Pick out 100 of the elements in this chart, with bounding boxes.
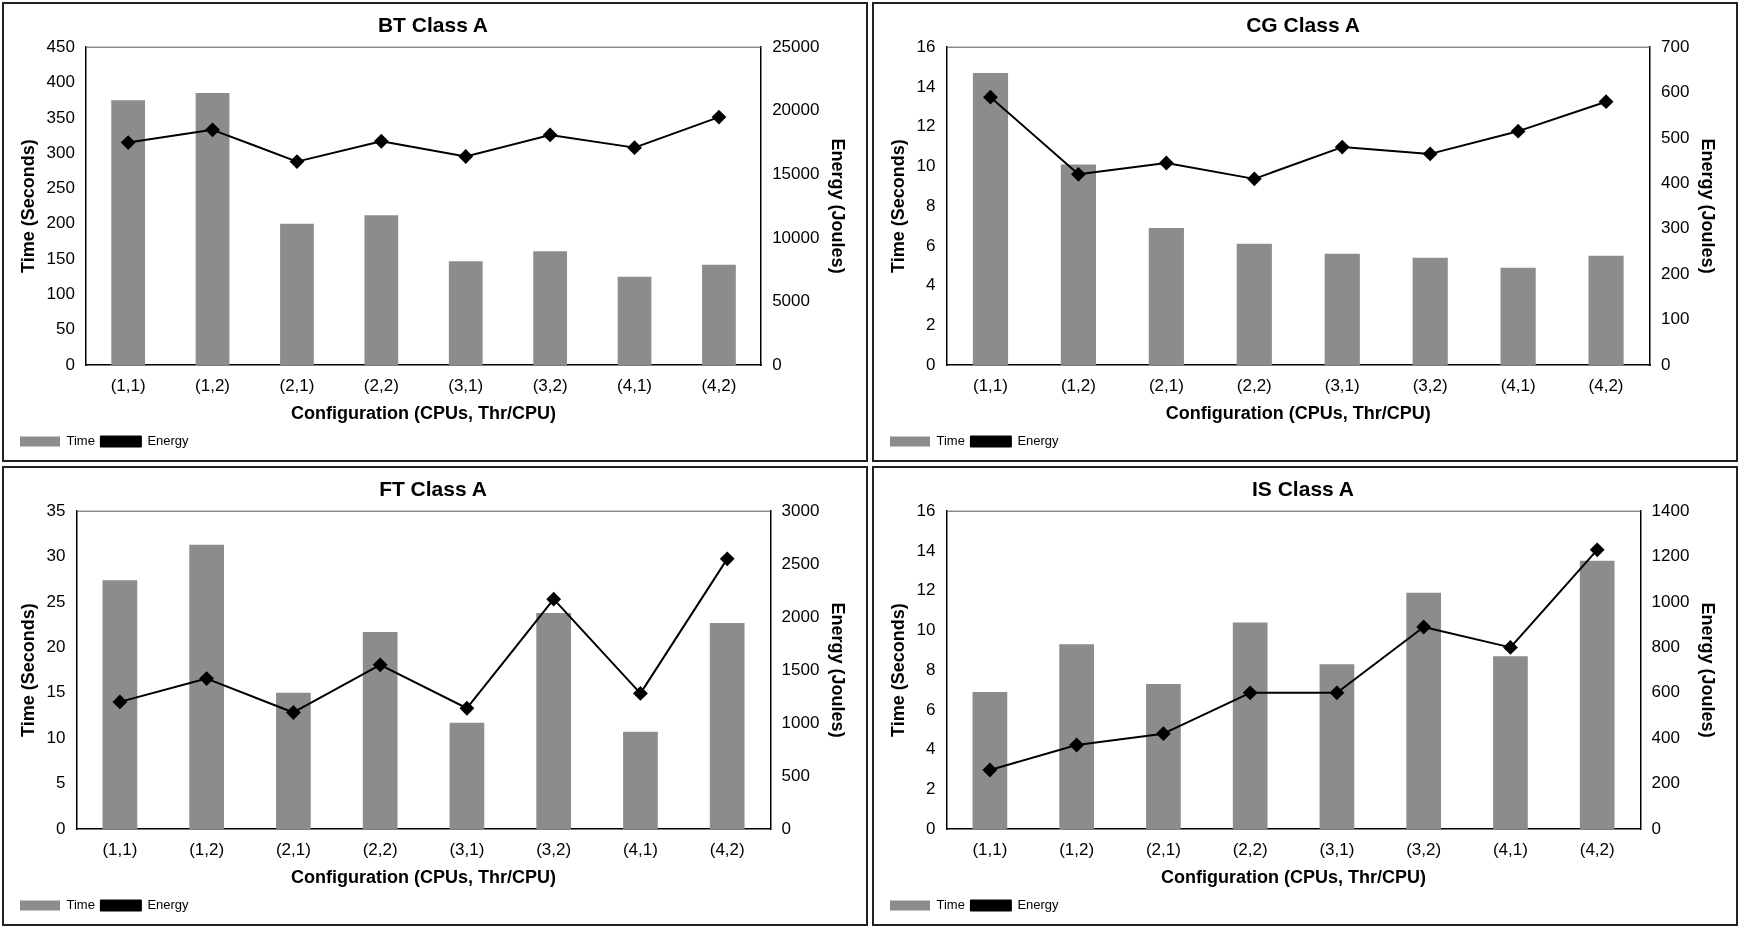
y2-tick-label: 1200	[1651, 546, 1690, 566]
point	[546, 592, 561, 607]
bar	[102, 580, 138, 829]
legend-label: Energy	[147, 433, 190, 449]
y2-tick-label: 700	[1661, 36, 1690, 56]
y2-tick-label: 400	[1661, 173, 1690, 193]
x-tick-label: (1,1)	[102, 839, 138, 859]
point	[711, 110, 726, 125]
bar	[189, 544, 224, 829]
y2-tick-label: 3000	[781, 500, 820, 520]
y-tick-label: 0	[56, 818, 66, 838]
y-tick-label: 250	[46, 178, 75, 198]
y-tick-label: 8	[926, 195, 936, 215]
x-tick-label: (2,1)	[275, 839, 311, 859]
x-tick-label: (3,2)	[536, 839, 572, 859]
point	[112, 694, 127, 709]
point	[1329, 685, 1344, 700]
bar	[362, 631, 398, 829]
point	[1590, 542, 1605, 557]
y-tick-label: 10	[46, 727, 66, 747]
y2-tick-label: 100	[1661, 309, 1690, 329]
x-tick-label: (2,2)	[363, 375, 399, 395]
bar	[449, 722, 485, 829]
y2-tick-label: 400	[1651, 727, 1680, 747]
bar	[111, 100, 146, 365]
y-tick-label: 150	[46, 248, 75, 268]
y2-tick-label: 0	[772, 354, 782, 374]
y2-tick-label: 1500	[781, 659, 820, 679]
y2-tick-label: 10000	[772, 227, 820, 247]
y2-tick-label: 1000	[1651, 591, 1690, 611]
y2-tick-label: 2500	[781, 553, 820, 573]
x-axis-title: Configuration (CPUs, Thr/CPU)	[1161, 867, 1427, 888]
bar	[280, 223, 314, 365]
bar	[1493, 656, 1528, 829]
bar	[1060, 164, 1097, 365]
y-tick-label: 5	[56, 773, 66, 793]
x-tick-label: (1,1)	[973, 375, 1008, 395]
y2-tick-label: 600	[1651, 682, 1680, 702]
y-axis-title: Time (Seconds)	[17, 603, 38, 737]
x-tick-label: (4,1)	[617, 375, 653, 395]
y-tick-label: 8	[926, 659, 936, 679]
y-tick-label: 0	[65, 354, 75, 374]
bar	[533, 251, 568, 365]
x-tick-label: (1,2)	[1059, 839, 1095, 859]
point	[1071, 167, 1086, 182]
x-tick-label: (2,2)	[1232, 839, 1268, 859]
chart-title: FT Class A	[379, 477, 487, 501]
y2-axis-title: Energy (Joules)	[1698, 602, 1719, 738]
legend-label: Time	[66, 433, 95, 449]
point	[1423, 146, 1438, 161]
x-tick-label: (4,1)	[1500, 375, 1536, 395]
legend-label: Time	[936, 897, 965, 913]
y-axis-title: Time (Seconds)	[17, 139, 38, 273]
bar	[1146, 684, 1181, 829]
bar	[1232, 622, 1268, 829]
bar	[1236, 243, 1272, 365]
y-tick-label: 25	[46, 591, 66, 611]
point	[543, 127, 558, 142]
y-tick-label: 0	[926, 818, 936, 838]
chart-title: CG Class A	[1246, 13, 1360, 37]
point	[982, 762, 997, 777]
x-tick-label: (4,1)	[1492, 839, 1528, 859]
x-tick-label: (1,2)	[189, 839, 225, 859]
x-tick-label: (3,2)	[532, 375, 568, 395]
y2-tick-label: 300	[1661, 218, 1690, 238]
y-tick-label: 4	[926, 739, 936, 759]
point	[1503, 640, 1518, 655]
point	[373, 657, 388, 672]
point	[720, 551, 735, 566]
point	[205, 122, 220, 137]
x-tick-label: (3,1)	[1324, 375, 1360, 395]
y-axis-title: Time (Seconds)	[887, 139, 908, 273]
chart-title: BT Class A	[377, 13, 489, 37]
bar	[1324, 253, 1360, 365]
x-tick-label: (2,1)	[1148, 375, 1184, 395]
bar	[276, 692, 311, 829]
y-tick-label: 16	[916, 36, 936, 56]
point	[458, 149, 473, 164]
legend-label: Energy	[1017, 433, 1060, 449]
x-axis-title: Configuration (CPUs, Thr/CPU)	[1165, 403, 1431, 424]
bar	[1500, 267, 1536, 365]
point	[1511, 124, 1526, 139]
x-tick-label: (4,2)	[701, 375, 737, 395]
y-tick-label: 50	[56, 319, 75, 339]
y2-tick-label: 200	[1651, 773, 1680, 793]
point	[459, 701, 474, 716]
point	[374, 134, 389, 149]
y2-tick-label: 15000	[772, 164, 820, 184]
point	[1159, 155, 1174, 170]
x-tick-label: (1,1)	[110, 375, 146, 395]
y2-tick-label: 0	[1661, 354, 1671, 374]
y-tick-label: 350	[46, 107, 75, 127]
y2-tick-label: 500	[781, 765, 810, 785]
point	[1335, 140, 1350, 155]
y2-tick-label: 0	[781, 818, 792, 838]
x-tick-label: (2,2)	[362, 839, 398, 859]
y2-tick-label: 200	[1661, 263, 1690, 283]
y2-tick-label: 600	[1661, 82, 1690, 102]
point	[289, 154, 304, 169]
point	[199, 671, 214, 686]
